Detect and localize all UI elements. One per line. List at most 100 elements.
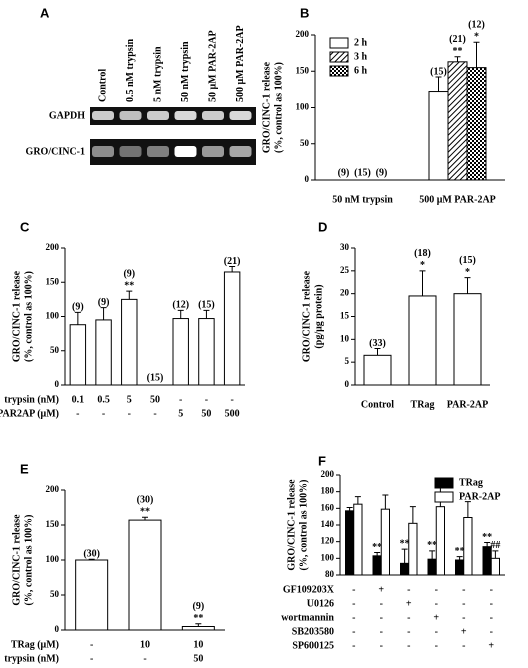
y-tick-label: 10	[340, 333, 350, 343]
y-tick-label: 30	[340, 242, 350, 252]
condition-label: -	[490, 584, 493, 595]
bar	[223, 271, 241, 386]
legend-swatch	[329, 65, 349, 77]
n-label: (9)	[192, 601, 204, 612]
error-bar	[492, 550, 499, 559]
n-label: (9)	[72, 302, 84, 313]
condition-label: -	[380, 640, 383, 651]
y-axis-title: GRO/CINC-1 release	[261, 61, 272, 153]
condition-label: -	[462, 584, 465, 595]
x-tick-label: Control	[361, 399, 394, 410]
bar	[380, 508, 390, 576]
legend-swatch	[329, 37, 349, 49]
y-axis-title: (%, control as 100%)	[298, 480, 309, 571]
condition-label: 50	[150, 394, 160, 405]
y-axis-title: (%, control as 100%)	[23, 515, 34, 606]
bar	[75, 559, 109, 631]
condition-label: -	[435, 640, 438, 651]
lane-label: 0.5 nM trypsin	[125, 39, 136, 103]
y-tick-label: 0	[55, 624, 60, 634]
bar	[345, 510, 355, 576]
y-tick-label: 50	[50, 345, 60, 355]
n-label: (18)	[414, 248, 431, 259]
error-bar	[74, 311, 81, 325]
legend-label: TRag	[459, 477, 483, 488]
condition-label: -	[76, 408, 79, 419]
n-label: (21)	[449, 34, 466, 45]
n-label: (15)	[198, 300, 215, 311]
significance-label: **	[400, 538, 410, 549]
panel-letter: B	[300, 5, 309, 20]
y-axis-title: GRO/CINC-1 release	[286, 479, 297, 571]
bar	[353, 503, 363, 576]
bar	[428, 91, 449, 181]
condition-label: 500	[225, 408, 240, 419]
bar	[95, 319, 112, 386]
error-bar	[454, 56, 461, 62]
bar	[408, 295, 437, 386]
condition-label: -	[102, 408, 105, 419]
condition-label: -	[352, 584, 355, 595]
condition-label: +	[406, 598, 412, 609]
y-tick-label: 200	[321, 469, 335, 479]
condition-label: 5	[178, 408, 183, 419]
condition-label: -	[435, 598, 438, 609]
condition-name: wortmannin	[281, 612, 334, 623]
error-bar	[429, 550, 436, 560]
significance-label: **	[455, 546, 465, 557]
condition-label: 0.5	[97, 394, 110, 405]
legend-swatch	[434, 491, 454, 503]
y-axis-title: (%, control as 100%)	[273, 62, 284, 153]
y-tick-label: 100	[46, 311, 60, 321]
gel-band	[147, 111, 169, 120]
y-tick-label: 100	[296, 102, 310, 112]
condition-name: SP600125	[292, 640, 334, 651]
error-bar	[177, 309, 184, 319]
significance-label: **	[427, 540, 437, 551]
condition-label: -	[435, 584, 438, 595]
row-label: GRO/CINC-1	[26, 146, 85, 157]
error-bar	[409, 506, 416, 524]
row-label: GAPDH	[49, 110, 85, 121]
condition-label: +	[488, 640, 494, 651]
y-tick-label: 120	[321, 536, 335, 546]
gel-band	[202, 146, 224, 157]
significance-label: *	[420, 260, 425, 271]
condition-label: 10	[140, 639, 150, 650]
x-tick-label: TRag	[411, 399, 435, 410]
condition-label: +	[433, 612, 439, 623]
bar	[172, 318, 189, 386]
gel-band	[174, 111, 197, 120]
bar	[427, 558, 437, 576]
lane-label: 5 nM trypsin	[152, 46, 163, 102]
y-tick-label: 200	[296, 29, 310, 39]
bar	[447, 61, 468, 181]
bar	[466, 67, 487, 181]
condition-name: trypsin (nM)	[4, 653, 59, 664]
error-bar	[195, 623, 202, 627]
lane-label: 50 μM PAR-2AP	[207, 30, 218, 102]
gel-band	[229, 111, 252, 120]
error-bar	[435, 76, 442, 92]
n-label: (30)	[137, 495, 154, 506]
n-label: (30)	[83, 549, 100, 560]
gel-band	[229, 146, 252, 157]
condition-label: -	[407, 640, 410, 651]
condition-label: 10	[193, 639, 203, 650]
n-label: (12)	[172, 300, 189, 311]
gel-band	[119, 146, 142, 157]
gel-band	[92, 146, 114, 157]
lane-label: 500 μM PAR-2AP	[235, 25, 246, 102]
y-tick-label: 150	[46, 519, 60, 529]
y-tick-label: 50	[50, 589, 60, 599]
condition-label: -	[352, 598, 355, 609]
condition-label: -	[490, 612, 493, 623]
y-tick-label: 25	[340, 265, 350, 275]
condition-label: -	[128, 408, 131, 419]
n-label: (15)	[430, 66, 447, 77]
panel-letter: E	[20, 461, 29, 476]
n-label: (21)	[224, 256, 241, 267]
error-bar	[484, 542, 491, 547]
bar	[400, 562, 410, 576]
error-bar	[346, 507, 353, 511]
